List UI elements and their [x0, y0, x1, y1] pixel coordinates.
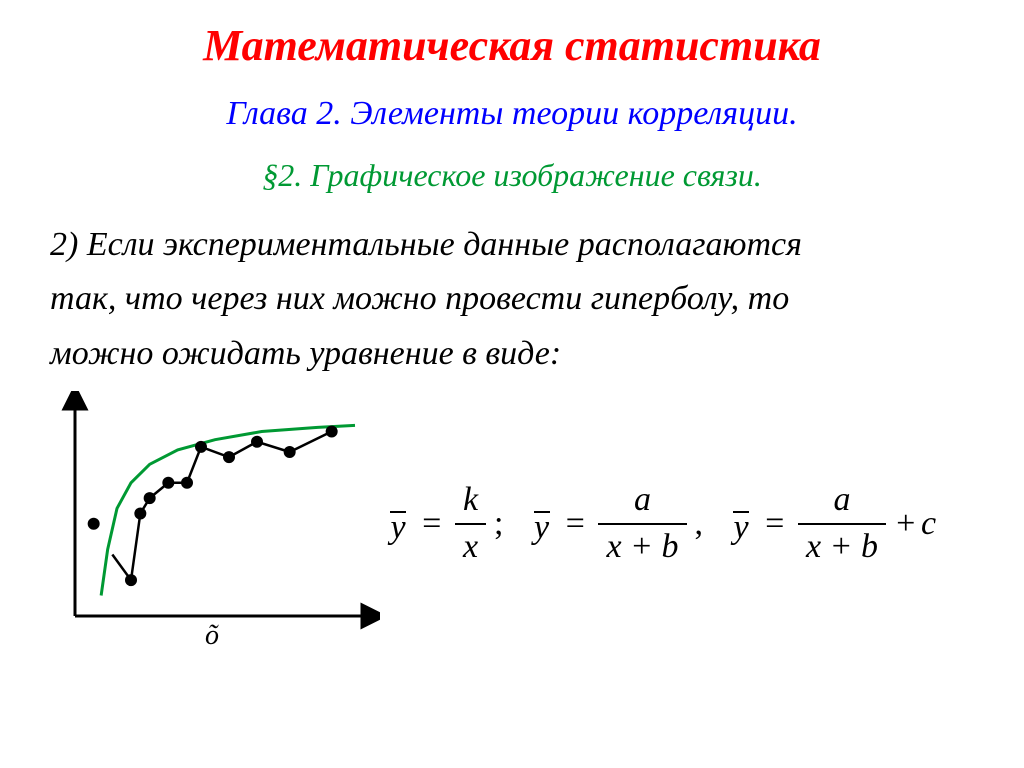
fraction-2: a x + b — [598, 478, 686, 570]
body-paragraph: 2) Если экспериментальные данные распола… — [50, 218, 974, 381]
formula-1: y = k x ; — [390, 478, 504, 570]
hyperbola-graph: õ — [50, 391, 380, 656]
body-line1: Если экспериментальные данные располагаю… — [78, 226, 802, 263]
chapter-heading: Глава 2. Элементы теории корреляции. — [50, 95, 974, 133]
body-line2: так, что через них можно провести гиперб… — [50, 280, 789, 317]
body-line3: можно ожидать уравнение в виде: — [50, 335, 561, 372]
equals-sign: = — [763, 505, 786, 543]
fraction-3: a x + b — [798, 478, 886, 570]
punct: ; — [494, 505, 503, 543]
body-num: 2) — [50, 226, 78, 263]
section-heading: §2. Графическое изображение связи. — [50, 157, 974, 194]
plus-sign: + — [894, 505, 917, 543]
equals-sign: = — [420, 505, 443, 543]
y-bar-icon: y — [534, 511, 550, 536]
constant-c: c — [921, 505, 936, 543]
y-bar-icon: y — [390, 511, 406, 536]
fraction-1: k x — [455, 478, 486, 570]
page-title: Математическая статистика — [50, 20, 974, 71]
punct: , — [695, 505, 704, 543]
svg-text:õ: õ — [205, 620, 219, 651]
formula-2: y = a x + b , — [534, 478, 704, 570]
y-bar-icon: y — [733, 511, 749, 536]
formula-3: y = a x + b + c — [733, 478, 936, 570]
equation-block: y = k x ; y = a x + b , — [380, 478, 974, 570]
equals-sign: = — [564, 505, 587, 543]
